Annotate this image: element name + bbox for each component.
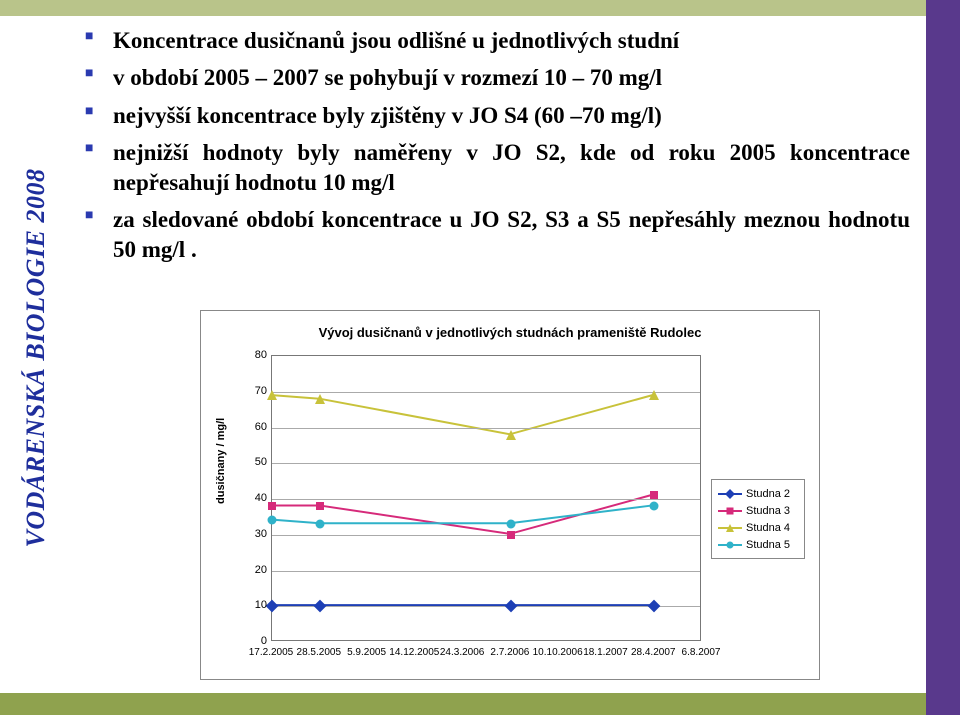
chart-series-line	[272, 505, 652, 523]
legend-item: Studna 5	[718, 536, 798, 553]
bullet-item: Koncentrace dusičnanů jsou odlišné u jed…	[85, 26, 910, 55]
legend-swatch	[718, 544, 742, 546]
chart-marker	[506, 520, 515, 529]
bullet-item: za sledované období koncentrace u JO S2,…	[85, 205, 910, 264]
decor-bottom-band	[0, 693, 960, 715]
chart-marker	[267, 390, 277, 400]
chart-marker	[268, 502, 276, 510]
chart-marker	[649, 390, 659, 400]
chart-y-tick: 10	[249, 599, 267, 611]
chart-x-tick: 10.10.2006	[533, 647, 583, 658]
chart-x-tick: 28.5.2005	[297, 647, 342, 658]
legend-swatch	[718, 493, 742, 495]
chart-y-tick: 30	[249, 528, 267, 540]
bullet-list: Koncentrace dusičnanů jsou odlišné u jed…	[85, 26, 910, 264]
chart-y-tick: 50	[249, 456, 267, 468]
legend-swatch	[718, 527, 742, 529]
chart-marker	[506, 430, 516, 440]
chart-legend: Studna 2 Studna 3 Studna 4 Studna 5	[711, 479, 805, 559]
chart-x-tick: 28.4.2007	[631, 647, 676, 658]
chart-gridline	[272, 463, 700, 464]
side-title: VODÁRENSKÁ BIOLOGIE 2008	[21, 168, 51, 547]
chart-x-tick: 24.3.2006	[440, 647, 485, 658]
chart-marker	[315, 520, 324, 529]
bullet-item: v období 2005 – 2007 se pohybují v rozme…	[85, 63, 910, 92]
chart-gridline	[272, 571, 700, 572]
chart-x-tick: 2.7.2006	[490, 647, 529, 658]
legend-label: Studna 5	[746, 539, 790, 551]
chart-x-tick: 18.1.2007	[583, 647, 628, 658]
decor-top-band	[0, 0, 960, 16]
chart-x-tick: 14.12.2005	[389, 647, 439, 658]
chart-y-tick: 20	[249, 564, 267, 576]
chart-marker	[650, 491, 658, 499]
legend-item: Studna 4	[718, 519, 798, 536]
bullet-item: nejnižší hodnoty byly naměřeny v JO S2, …	[85, 138, 910, 197]
bullet-item: nejvyšší koncentrace byly zjištěny v JO …	[85, 101, 910, 130]
chart-x-tick: 17.2.2005	[249, 647, 294, 658]
legend-swatch	[718, 510, 742, 512]
legend-label: Studna 3	[746, 505, 790, 517]
chart-marker	[727, 541, 734, 548]
decor-right-band	[926, 0, 960, 715]
chart-title: Vývoj dusičnanů v jednotlivých studnách …	[201, 325, 819, 340]
legend-label: Studna 4	[746, 522, 790, 534]
chart-marker	[727, 507, 734, 514]
chart-marker	[650, 502, 659, 511]
chart-marker	[316, 502, 324, 510]
slide: VODÁRENSKÁ BIOLOGIE 2008 Koncentrace dus…	[0, 0, 960, 715]
legend-item: Studna 2	[718, 485, 798, 502]
chart-x-tick: 6.8.2007	[682, 647, 721, 658]
chart-gridline	[272, 499, 700, 500]
chart-marker	[315, 394, 325, 404]
chart-marker	[268, 516, 277, 525]
chart-y-axis-label: dusičnany / mg/l	[215, 418, 227, 504]
chart-y-tick: 70	[249, 385, 267, 397]
chart-x-tick: 5.9.2005	[347, 647, 386, 658]
chart-gridline	[272, 535, 700, 536]
chart-gridline	[272, 392, 700, 393]
chart-y-tick: 60	[249, 421, 267, 433]
legend-item: Studna 3	[718, 502, 798, 519]
chart-series-line	[272, 495, 652, 534]
chart-plot-area	[271, 355, 701, 641]
chart-marker	[726, 524, 734, 532]
chart-marker	[725, 489, 735, 499]
chart-gridline	[272, 428, 700, 429]
chart-marker	[507, 531, 515, 539]
chart-gridline	[272, 606, 700, 607]
nitrate-chart: Vývoj dusičnanů v jednotlivých studnách …	[200, 310, 820, 680]
legend-label: Studna 2	[746, 488, 790, 500]
chart-y-tick: 0	[249, 635, 267, 647]
content-area: Koncentrace dusičnanů jsou odlišné u jed…	[85, 26, 910, 272]
chart-y-tick: 40	[249, 492, 267, 504]
chart-y-tick: 80	[249, 349, 267, 361]
